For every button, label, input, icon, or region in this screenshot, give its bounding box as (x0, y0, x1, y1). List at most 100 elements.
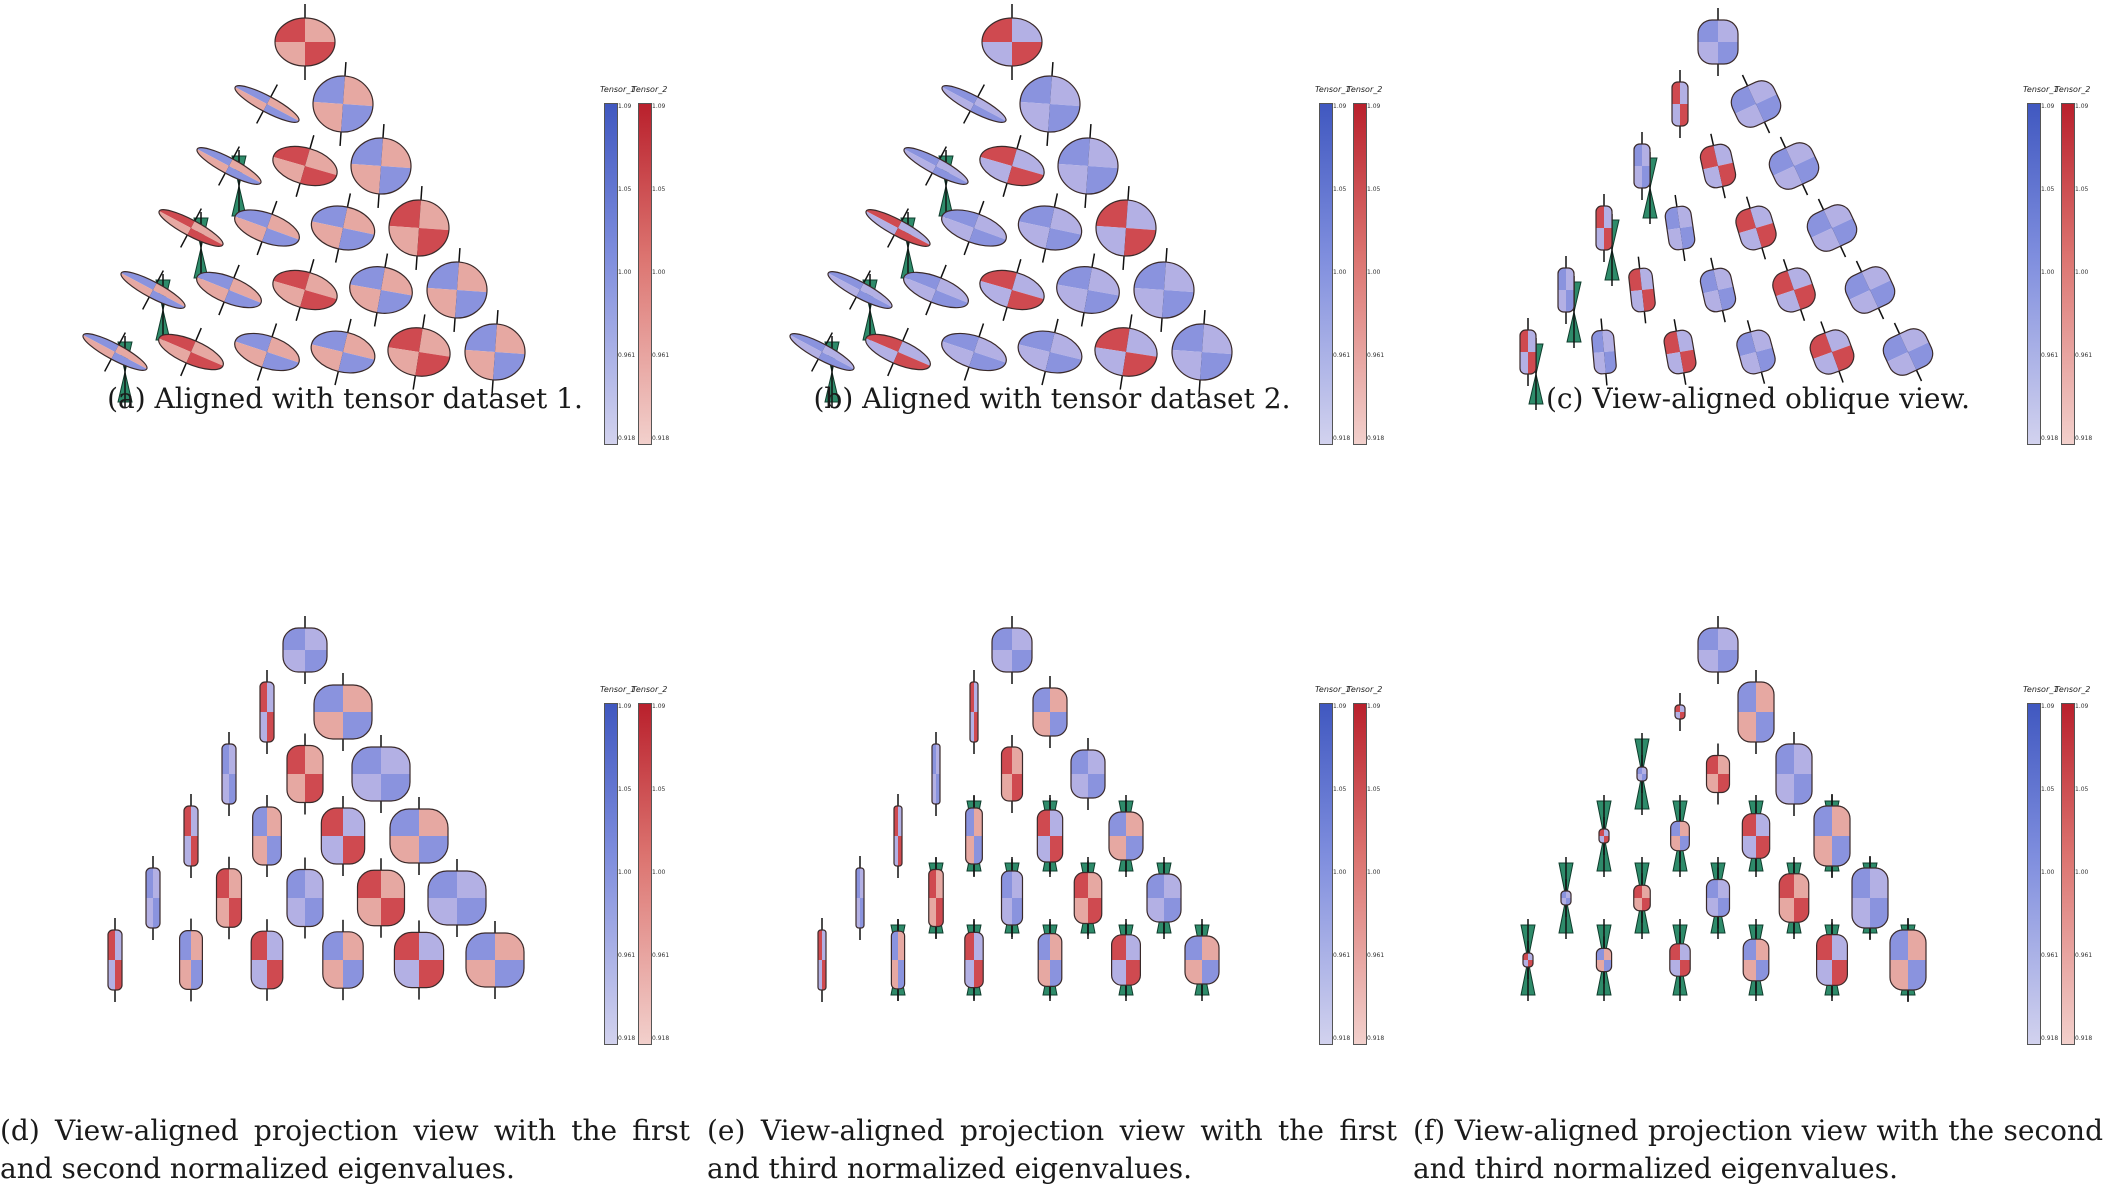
tensor-glyph (1633, 132, 1651, 200)
colorbar-tick: 1.05 (618, 186, 632, 193)
colorbar: Tensor_1 Tensor_2 1.09 1.05 1.00 0.961 0.918 1.… (1315, 685, 1395, 1055)
tensor-glyph (393, 920, 445, 1000)
tensor-glyph (1032, 676, 1068, 748)
tensor-glyph (1698, 133, 1738, 199)
tensor-glyph (1073, 860, 1103, 936)
tensor-glyph (1094, 186, 1158, 270)
colorbar-strip-1 (2027, 103, 2041, 445)
tensor-glyph (307, 193, 379, 263)
tensor-glyph (965, 796, 983, 876)
colorbar-tick: 0.918 (1333, 435, 1351, 442)
tensor-glyph (1132, 248, 1196, 332)
tensor-glyph (817, 918, 827, 1002)
tensor-glyph (1052, 253, 1124, 327)
tensor-glyph (1669, 931, 1691, 989)
tensor-glyph (320, 796, 366, 876)
tensor-glyph (311, 62, 375, 146)
tensor-glyph (1697, 616, 1739, 684)
colorbar-tick: 0.918 (618, 1035, 636, 1042)
colorbar-tick: 0.961 (2075, 952, 2093, 959)
colorbar-tick: 1.00 (618, 869, 632, 876)
colorbar-tick: 0.961 (1367, 952, 1385, 959)
glyph-grid (817, 616, 1220, 1002)
colorbar-tick: 1.09 (2075, 703, 2089, 710)
tensor-glyph (215, 856, 243, 940)
colorbar-strip-2 (2061, 103, 2075, 445)
tensor-glyph (1705, 743, 1731, 805)
colorbar-label: Tensor_2 (1347, 685, 1383, 694)
tensor-glyph (1734, 320, 1778, 384)
tensor-glyph (351, 735, 411, 813)
tensor-glyph (1633, 873, 1651, 923)
tensor-glyph (893, 794, 903, 878)
tensor-glyph (991, 616, 1033, 684)
colorbar-tick: 1.09 (1333, 703, 1347, 710)
colorbar-tick: 1.05 (1333, 186, 1347, 193)
tensor-glyph (1108, 800, 1144, 872)
colorbar-tick: 0.961 (2041, 952, 2059, 959)
tensor-glyph (1627, 256, 1657, 324)
colorbar-tick: 1.05 (2075, 186, 2089, 193)
tensor-glyph (107, 918, 123, 1002)
tensor-glyph (1889, 918, 1927, 1002)
colorbar-strip-2 (638, 703, 652, 1045)
tensor-glyph (1018, 62, 1082, 146)
tensor-glyph (1732, 196, 1780, 260)
colorbar-strip-1 (604, 703, 618, 1045)
tensor-glyph (1769, 258, 1819, 322)
colorbar: Tensor_1 Tensor_2 1.09 1.05 1.00 0.961 0.918 1.… (1315, 85, 1395, 455)
tensor-glyph (964, 920, 984, 1000)
figure-panel-e: Tensor_1 Tensor_2 1.09 1.05 1.00 0.961 0.918 1.… (707, 600, 1397, 1185)
tensor-glyph (1726, 74, 1786, 134)
colorbar-tick: 1.05 (1367, 186, 1381, 193)
colorbar-tick: 1.09 (2041, 103, 2055, 110)
glyph-grid (79, 4, 527, 408)
tensor-glyph (1662, 319, 1698, 385)
colorbar-label: Tensor_2 (2055, 85, 2091, 94)
tensor-glyph (824, 266, 896, 314)
figure-panel-d: Tensor_1 Tensor_2 1.09 1.05 1.00 0.961 0.918 1.… (0, 600, 690, 1185)
tensor-glyph (1111, 922, 1141, 998)
caption: (e) View-aligned projection view with th… (707, 1114, 1397, 1185)
tensor-glyph (286, 857, 324, 939)
tensor-glyph (1591, 318, 1617, 386)
tensor-glyph (389, 797, 449, 875)
colorbar-tick: 1.05 (1367, 786, 1381, 793)
figure-panel-b: Tensor_1 Tensor_2 1.09 1.05 1.00 0.961 0.918 1.… (707, 0, 1397, 540)
tensor-glyph (1778, 861, 1810, 935)
tensor-glyph (862, 204, 934, 252)
colorbar-strip-1 (604, 103, 618, 445)
caption: (a) Aligned with tensor dataset 1. (107, 382, 583, 415)
colorbar-tick: 0.961 (1367, 352, 1385, 359)
figure-panel-a: Tensor_1 Tensor_2 1.09 1.05 1.00 0.961 0.918 1.… (0, 0, 690, 540)
tensor-glyph (786, 328, 858, 376)
tensor-glyph (1056, 124, 1120, 208)
colorbar-tick: 0.961 (1333, 352, 1351, 359)
tensor-glyph (252, 795, 282, 877)
caption: (c) View-aligned oblique view. (1545, 382, 1971, 415)
colorbar-label: Tensor_2 (2055, 685, 2091, 694)
tensor-glyph (250, 919, 284, 1001)
tensor-glyph (1595, 936, 1613, 984)
tensor-glyph (1000, 735, 1024, 813)
tensor-glyph (1519, 318, 1537, 386)
tensor-glyph (221, 732, 237, 816)
colorbar-label: Tensor_2 (632, 85, 668, 94)
colorbar-label: Tensor_1 (2023, 85, 2059, 94)
tensor-glyph (465, 921, 525, 999)
tensor-glyph (1184, 924, 1220, 996)
colorbar-tick: 1.00 (2075, 869, 2089, 876)
tensor-glyph (890, 919, 906, 1001)
tensor-glyph (387, 186, 451, 270)
colorbar-tick: 0.961 (652, 352, 670, 359)
tensor-glyph (1813, 794, 1851, 878)
colorbar-tick: 1.09 (1333, 103, 1347, 110)
tensor-glyph (268, 135, 342, 197)
tensor-glyph (268, 259, 342, 321)
colorbar-tick: 1.05 (2075, 786, 2089, 793)
tensor-glyph (1000, 859, 1024, 937)
tensor-glyph (928, 857, 944, 939)
colorbar-strip-2 (638, 103, 652, 445)
caption: (b) Aligned with tensor dataset 2. (813, 382, 1291, 415)
tensor-glyph (1636, 755, 1648, 793)
